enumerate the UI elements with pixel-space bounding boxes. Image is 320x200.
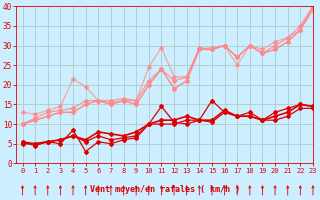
X-axis label: Vent moyen/en rafales ( km/h ): Vent moyen/en rafales ( km/h ) [90,185,240,194]
